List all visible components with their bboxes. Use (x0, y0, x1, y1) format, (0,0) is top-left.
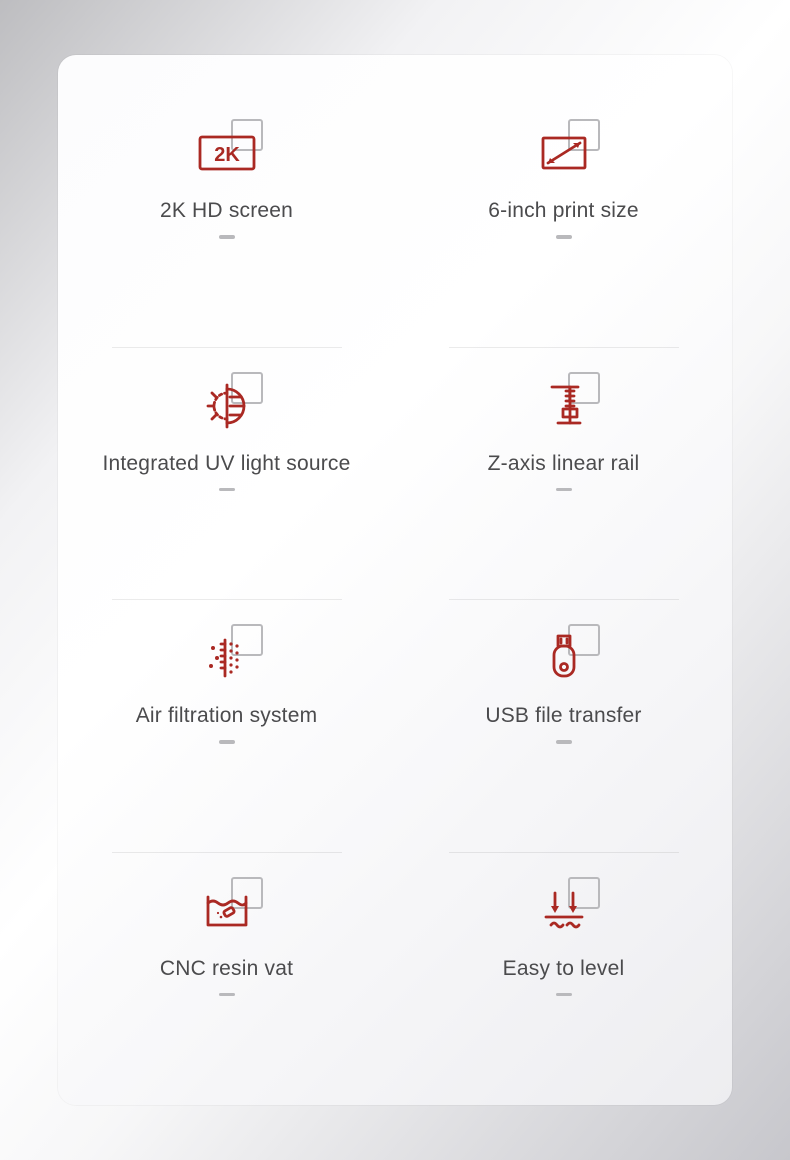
feature-2k-screen: 2K 2K HD screen (58, 95, 395, 348)
feature-air-filter: Air filtration system (58, 600, 395, 853)
feature-grid: 2K 2K HD screen 6-inch print size (58, 95, 732, 1105)
feature-label: USB file transfer (485, 704, 641, 728)
dash-icon (556, 993, 572, 997)
icon-wrap (187, 883, 267, 939)
feature-label: 2K HD screen (160, 199, 293, 223)
dash-icon (219, 235, 235, 239)
dash-icon (556, 740, 572, 744)
dash-icon (219, 740, 235, 744)
rail-icon (544, 383, 584, 429)
dash-icon (556, 488, 572, 492)
icon-wrap (524, 378, 604, 434)
feature-label: CNC resin vat (160, 957, 293, 981)
size-icon (540, 133, 588, 173)
feature-label: Air filtration system (136, 704, 318, 728)
feature-print-size: 6-inch print size (395, 95, 732, 348)
svg-text:2K: 2K (214, 144, 240, 166)
icon-wrap (524, 883, 604, 939)
icon-wrap (524, 630, 604, 686)
icon-wrap: 2K (187, 125, 267, 181)
dash-icon (556, 235, 572, 239)
dash-icon (219, 488, 235, 492)
vat-icon (204, 891, 250, 931)
feature-label: Easy to level (503, 957, 625, 981)
filter-icon (205, 636, 249, 680)
usb-icon (549, 634, 579, 682)
feature-label: Z-axis linear rail (488, 452, 640, 476)
feature-easy-level: Easy to level (395, 853, 732, 1106)
feature-label: 6-inch print size (488, 199, 638, 223)
feature-uv-light: Integrated UV light source (58, 348, 395, 601)
level-icon (541, 889, 587, 933)
feature-resin-vat: CNC resin vat (58, 853, 395, 1106)
feature-card: 2K 2K HD screen 6-inch print size (58, 55, 732, 1105)
uv-icon (204, 383, 250, 429)
feature-z-axis: Z-axis linear rail (395, 348, 732, 601)
feature-usb: USB file transfer (395, 600, 732, 853)
icon-wrap (187, 378, 267, 434)
icon-wrap (187, 630, 267, 686)
dash-icon (219, 993, 235, 997)
feature-label: Integrated UV light source (102, 452, 350, 476)
icon-wrap (524, 125, 604, 181)
2k-icon: 2K (198, 133, 256, 173)
